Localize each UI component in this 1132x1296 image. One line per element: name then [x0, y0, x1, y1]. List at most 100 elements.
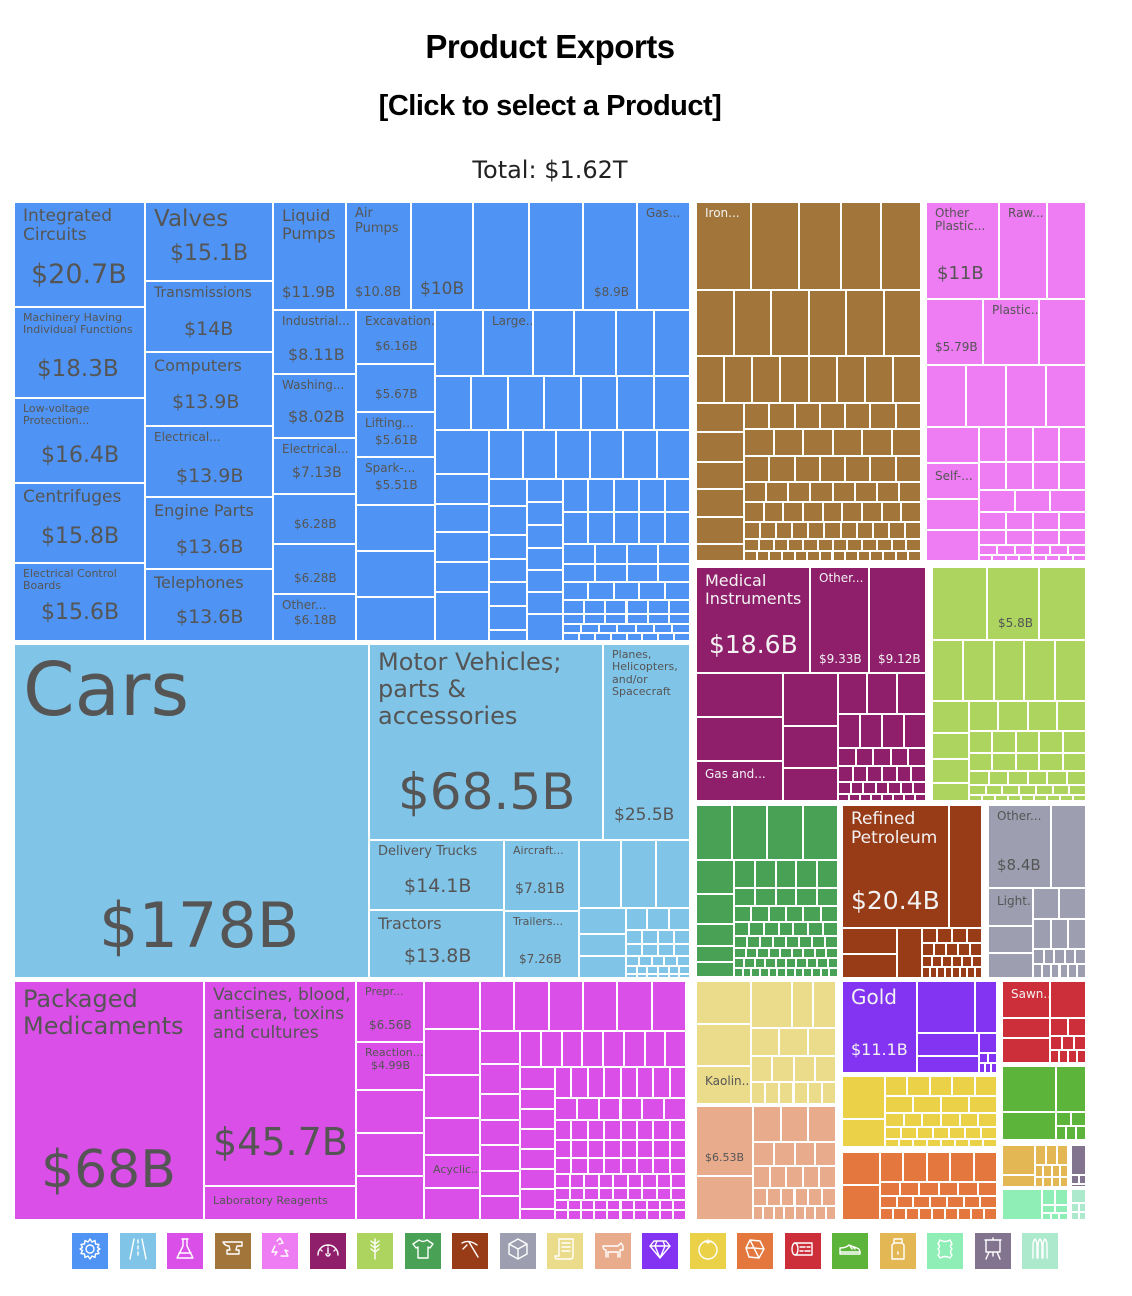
treemap-cell-unlabeled[interactable] — [627, 967, 636, 973]
treemap-cell-unlabeled[interactable] — [654, 1068, 669, 1097]
treemap-cell-unlabeled[interactable] — [1047, 366, 1085, 426]
treemap-cell-unlabeled[interactable] — [614, 480, 639, 511]
treemap-cell-unlabeled[interactable] — [894, 1209, 905, 1219]
treemap-cell-unlabeled[interactable] — [582, 625, 599, 632]
treemap-cell-unlabeled[interactable] — [815, 1057, 835, 1081]
treemap-cell-unlabeled[interactable] — [978, 1183, 996, 1195]
treemap-cell-unlabeled[interactable] — [1048, 772, 1066, 784]
treemap-cell-unlabeled[interactable] — [953, 1077, 974, 1095]
treemap-cell-unlabeled[interactable] — [557, 431, 589, 478]
treemap-cell-unlabeled[interactable] — [930, 1077, 952, 1095]
treemap-cell-unlabeled[interactable] — [481, 1032, 519, 1063]
treemap-cell-unlabeled[interactable] — [599, 1175, 613, 1187]
treemap-cell-unlabeled[interactable] — [1056, 641, 1085, 700]
treemap-cell-unlabeled[interactable] — [1015, 491, 1050, 511]
treemap-cell-unlabeled[interactable] — [897, 1197, 913, 1207]
treemap-cell-unlabeled[interactable] — [1048, 203, 1085, 298]
treemap-cell-unlabeled[interactable] — [986, 1064, 990, 1072]
treemap-cell-unlabeled[interactable] — [795, 1143, 815, 1165]
treemap-cell-unlabeled[interactable] — [769, 969, 777, 976]
treemap-cell-unlabeled[interactable] — [1044, 1178, 1051, 1186]
treemap-cell-unlabeled[interactable] — [839, 783, 850, 793]
treemap-cell-unlabeled[interactable] — [1057, 1127, 1065, 1139]
treemap-cell-unlabeled[interactable] — [766, 1083, 779, 1103]
treemap-cell-unlabeled[interactable] — [481, 1146, 519, 1170]
treemap-cell-unlabeled[interactable] — [1016, 732, 1039, 752]
treemap-cell-unlabeled[interactable] — [843, 1120, 884, 1146]
treemap-cell-unlabeled[interactable] — [975, 968, 981, 977]
treemap-cell-unlabeled[interactable] — [521, 1110, 554, 1128]
treemap-cell-unlabeled[interactable] — [528, 526, 562, 547]
treemap-cell-unlabeled[interactable] — [809, 523, 824, 538]
treemap-cell-unlabeled[interactable] — [792, 949, 803, 957]
treemap-cell-unlabeled[interactable] — [823, 503, 842, 521]
treemap-cell-unlabeled[interactable] — [595, 1201, 607, 1209]
treemap-cell-unlabeled[interactable] — [993, 732, 1015, 752]
treemap-cell-unlabeled[interactable] — [960, 1114, 978, 1126]
treemap-cell-unlabeled[interactable] — [1003, 1019, 1049, 1037]
treemap-cell-unlabeled[interactable] — [735, 937, 746, 947]
treemap-cell-unlabeled[interactable] — [803, 806, 837, 859]
treemap-cell[interactable]: $10B — [412, 203, 472, 309]
treemap-cell-unlabeled[interactable] — [605, 1121, 620, 1139]
treemap-cell-unlabeled[interactable] — [797, 861, 817, 887]
treemap-cell-unlabeled[interactable] — [572, 1068, 587, 1097]
treemap-cell[interactable]: $6.28B — [274, 545, 355, 593]
treemap-cell[interactable]: Packaged Medicaments $68B — [15, 982, 203, 1219]
treemap-cell-unlabeled[interactable] — [659, 545, 689, 563]
treemap-cell-unlabeled[interactable] — [970, 754, 992, 770]
treemap-cell-unlabeled[interactable] — [1052, 806, 1085, 887]
treemap-cell-unlabeled[interactable] — [1072, 1176, 1078, 1183]
treemap-cell[interactable]: Acyclic... — [425, 1156, 479, 1187]
treemap-cell-unlabeled[interactable] — [755, 889, 775, 905]
treemap-cell-unlabeled[interactable] — [582, 1211, 594, 1219]
treemap-cell-unlabeled[interactable] — [752, 1083, 765, 1103]
treemap-cell-unlabeled[interactable] — [637, 1141, 653, 1157]
treemap-cell-unlabeled[interactable] — [637, 1159, 653, 1173]
treemap-cell[interactable]: Other... $9.33B — [811, 568, 868, 672]
treemap-cell-unlabeled[interactable] — [1063, 754, 1085, 770]
legend-item-paper-goods[interactable] — [547, 1233, 583, 1269]
treemap-cell-unlabeled[interactable] — [896, 404, 920, 428]
treemap-cell-unlabeled[interactable] — [843, 955, 896, 977]
treemap-cell-unlabeled[interactable] — [622, 841, 655, 907]
treemap-cell-unlabeled[interactable] — [564, 513, 588, 543]
treemap-cell-unlabeled[interactable] — [982, 1128, 996, 1138]
treemap-cell-unlabeled[interactable] — [614, 583, 639, 599]
treemap-cell-unlabeled[interactable] — [621, 1121, 636, 1139]
treemap-cell-unlabeled[interactable] — [1056, 1206, 1067, 1212]
treemap-cell-unlabeled[interactable] — [883, 795, 892, 800]
treemap-cell-unlabeled[interactable] — [770, 552, 781, 560]
treemap-cell-unlabeled[interactable] — [943, 957, 951, 966]
treemap-cell-unlabeled[interactable] — [800, 203, 840, 289]
treemap-cell-unlabeled[interactable] — [1036, 1146, 1045, 1164]
treemap-cell-unlabeled[interactable] — [627, 634, 642, 640]
treemap-cell-unlabeled[interactable] — [976, 982, 996, 1032]
treemap-cell-unlabeled[interactable] — [963, 957, 971, 966]
treemap-cell[interactable]: Self-... — [927, 464, 978, 498]
treemap-cell-unlabeled[interactable] — [621, 1159, 636, 1173]
treemap-cell-unlabeled[interactable] — [572, 1121, 587, 1139]
treemap-cell-unlabeled[interactable] — [588, 1121, 604, 1139]
treemap-cell-unlabeled[interactable] — [1036, 1166, 1043, 1176]
treemap-cell-unlabeled[interactable] — [572, 1159, 587, 1173]
treemap-cell-unlabeled[interactable] — [970, 772, 988, 784]
treemap-cell-unlabeled[interactable] — [481, 1197, 519, 1219]
treemap-cell-unlabeled[interactable] — [980, 1064, 984, 1072]
treemap-cell-unlabeled[interactable] — [749, 923, 763, 935]
treemap-cell-unlabeled[interactable] — [933, 1209, 944, 1219]
treemap-cell-unlabeled[interactable] — [1060, 1166, 1067, 1176]
treemap-cell-unlabeled[interactable] — [659, 967, 668, 973]
treemap-cell-unlabeled[interactable] — [981, 1197, 996, 1207]
treemap-cell-unlabeled[interactable] — [659, 565, 689, 581]
treemap-cell[interactable]: Engine Parts $13.6B — [146, 498, 272, 568]
treemap-cell-unlabeled[interactable] — [665, 513, 689, 543]
treemap-cell-unlabeled[interactable] — [1052, 1166, 1059, 1176]
treemap-cell-unlabeled[interactable] — [670, 1141, 685, 1157]
treemap-cell-unlabeled[interactable] — [523, 431, 555, 478]
treemap-cell-unlabeled[interactable] — [659, 931, 673, 943]
treemap-cell-unlabeled[interactable] — [966, 1128, 980, 1138]
treemap-cell-unlabeled[interactable] — [902, 503, 920, 521]
treemap-cell-unlabeled[interactable] — [970, 732, 992, 752]
chart-subtitle[interactable]: [Click to select a Product] — [378, 90, 722, 122]
